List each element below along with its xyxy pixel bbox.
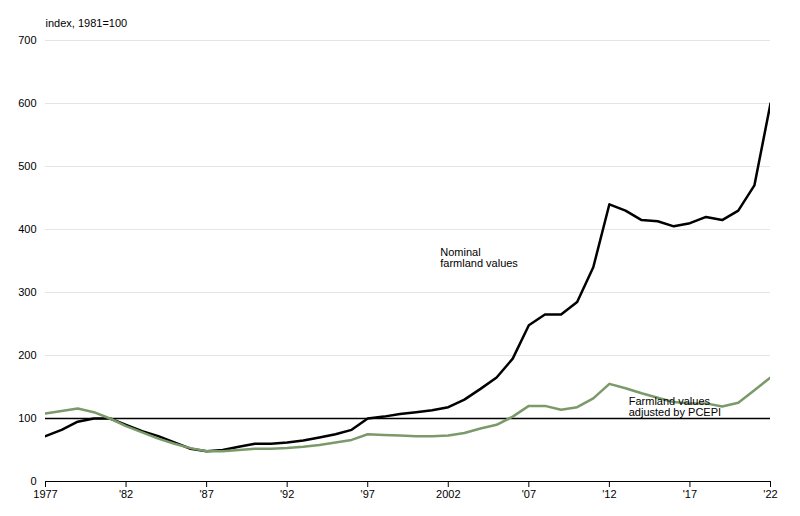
svg-text:700: 700: [18, 34, 36, 46]
svg-text:2002: 2002: [436, 488, 460, 500]
svg-text:index, 1981=100: index, 1981=100: [46, 17, 128, 29]
svg-text:'97: '97: [361, 488, 375, 500]
svg-text:200: 200: [18, 349, 36, 361]
svg-text:400: 400: [18, 223, 36, 235]
svg-text:500: 500: [18, 160, 36, 172]
svg-text:'12: '12: [602, 488, 616, 500]
svg-text:'07: '07: [522, 488, 536, 500]
svg-text:'82: '82: [119, 488, 133, 500]
svg-text:600: 600: [18, 97, 36, 109]
svg-text:300: 300: [18, 286, 36, 298]
svg-text:1977: 1977: [33, 488, 57, 500]
svg-text:Nominalfarmland values: Nominalfarmland values: [440, 246, 518, 269]
svg-text:'87: '87: [199, 488, 213, 500]
svg-text:'92: '92: [280, 488, 294, 500]
svg-text:100: 100: [18, 412, 36, 424]
svg-text:'22: '22: [763, 488, 777, 500]
svg-text:0: 0: [30, 475, 36, 487]
svg-text:Farmland valuesadjusted by PCE: Farmland valuesadjusted by PCEPI: [629, 395, 721, 418]
svg-text:'17: '17: [683, 488, 697, 500]
